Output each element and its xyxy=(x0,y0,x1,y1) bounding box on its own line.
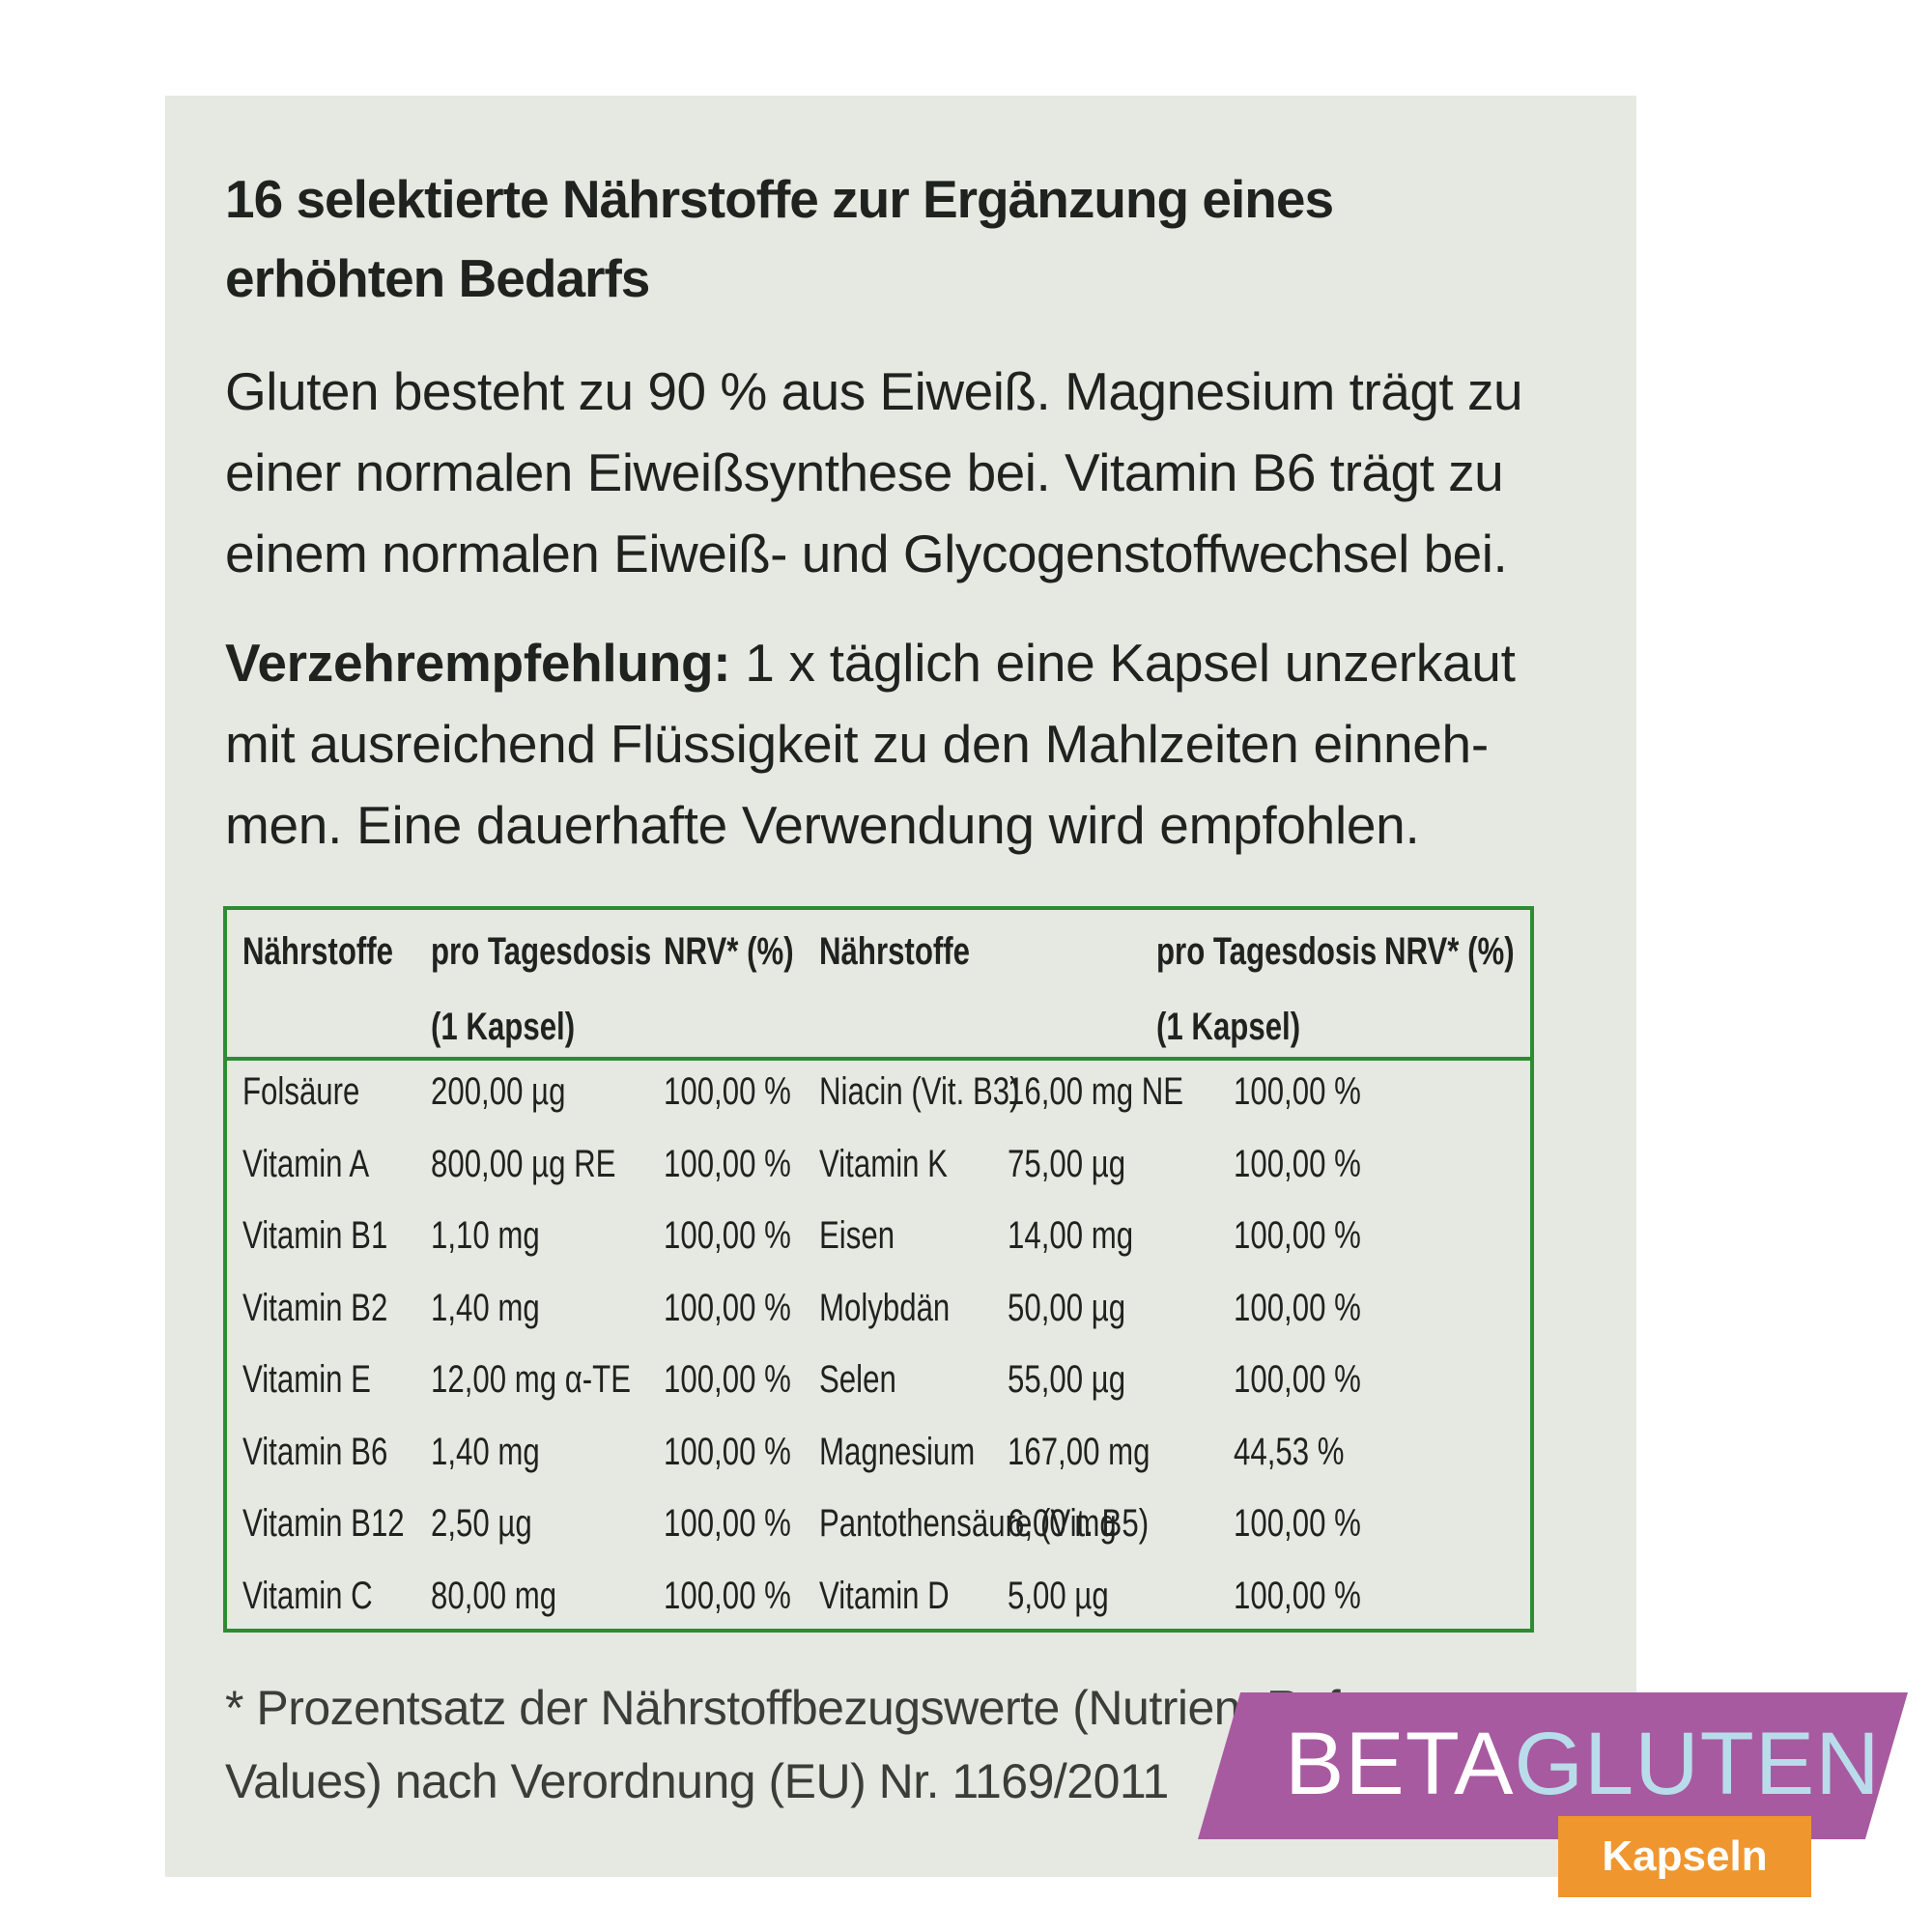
dose-line-2: mit ausreichend Flüssigkeit zu den Mahlz… xyxy=(225,714,1489,774)
dose-line-1: Verzehrempfehlung: 1 x täglich eine Kaps… xyxy=(225,622,1587,703)
nutrient-dose: 800,00 µg RE xyxy=(431,1142,616,1185)
nutrient-name: Vitamin B1 xyxy=(242,1214,388,1257)
nutrient-nrv: 100,00 % xyxy=(664,1358,791,1401)
nutrient-name: Vitamin E xyxy=(242,1358,371,1401)
heading: 16 selektierte Nährstoffe zur Ergänzung … xyxy=(225,159,1548,318)
brand-beta: BETA xyxy=(1285,1715,1515,1813)
footnote-line-2: Values) nach Verordnung (EU) Nr. 1169/20… xyxy=(225,1754,1169,1808)
nutrient-nrv: 100,00 % xyxy=(664,1430,791,1473)
nutrient-dose: 5,00 µg xyxy=(1008,1574,1109,1617)
dose-line-3: men. Eine dauerhafte Verwendung wird emp… xyxy=(225,795,1420,855)
header-dose-left: pro Tagesdosis (1 Kapsel) xyxy=(431,930,652,1048)
header-nrv-left: NRV* (%) xyxy=(664,930,794,973)
product-type-badge: Kapseln xyxy=(1558,1816,1811,1897)
nutrient-nrv: 44,53 % xyxy=(1234,1430,1345,1473)
nutrient-dose: 14,00 mg xyxy=(1008,1214,1134,1257)
nutrient-nrv: 100,00 % xyxy=(1234,1358,1361,1401)
nutrient-dose: 1,40 mg xyxy=(431,1430,540,1473)
nutrient-name: Vitamin A xyxy=(242,1142,370,1185)
brand-band xyxy=(1198,1692,1908,1839)
nutrient-name: Vitamin K xyxy=(819,1142,948,1185)
brand-gluten: GLUTEN xyxy=(1514,1715,1881,1813)
nutrient-nrv: 100,00 % xyxy=(664,1214,791,1257)
nutrient-dose: 6,00 mg xyxy=(1008,1502,1117,1545)
nutrient-dose: 200,00 µg xyxy=(431,1070,566,1113)
nutrient-nrv: 100,00 % xyxy=(664,1070,791,1113)
nutrient-table: Nährstoffe pro Tagesdosis (1 Kapsel) NRV… xyxy=(223,906,1534,1633)
nutrient-dose: 12,00 mg α-TE xyxy=(431,1358,632,1401)
header-nutrient-left: Nährstoffe xyxy=(242,930,394,973)
nutrient-name: Selen xyxy=(819,1358,896,1401)
nutrient-name: Magnesium xyxy=(819,1430,976,1473)
dose-label: Verzehrempfehlung: xyxy=(225,633,731,693)
intro-line-3: einem normalen Eiweiß- und Glycogenstoff… xyxy=(225,524,1508,583)
nutrient-nrv: 100,00 % xyxy=(1234,1286,1361,1329)
intro-text: Gluten besteht zu 90 % aus Eiweiß. Magne… xyxy=(225,351,1587,594)
nutrient-name: Pantothensäure (Vit. B5) xyxy=(819,1502,1150,1545)
nutrient-dose: 16,00 mg NE xyxy=(1008,1070,1184,1113)
nutrient-name: Niacin (Vit. B3) xyxy=(819,1070,1020,1113)
nutrient-dose: 1,40 mg xyxy=(431,1286,540,1329)
nutrient-dose: 2,50 µg xyxy=(431,1502,532,1545)
dose-line-1-rest: 1 x täglich eine Kapsel unzerkaut xyxy=(730,633,1516,693)
nutrient-nrv: 100,00 % xyxy=(1234,1070,1361,1113)
nutrient-table-header: Nährstoffe pro Tagesdosis (1 Kapsel) NRV… xyxy=(227,910,1530,1061)
nutrient-nrv: 100,00 % xyxy=(1234,1214,1361,1257)
header-nutrient-right: Nährstoffe xyxy=(819,930,971,973)
brand-logo: BETAGLUTEN xyxy=(1285,1706,1881,1822)
nutrient-name: Vitamin C xyxy=(242,1574,373,1617)
intro-line-2: einer normalen Eiweißsynthese bei. Vitam… xyxy=(225,442,1504,502)
nutrient-dose: 80,00 mg xyxy=(431,1574,557,1617)
nutrient-name: Vitamin B12 xyxy=(242,1502,405,1545)
nutrient-nrv: 100,00 % xyxy=(664,1574,791,1617)
nutrient-name: Molybdän xyxy=(819,1286,951,1329)
nutrient-nrv: 100,00 % xyxy=(1234,1574,1361,1617)
nutrient-nrv: 100,00 % xyxy=(664,1286,791,1329)
nutrient-dose: 75,00 µg xyxy=(1008,1142,1126,1185)
intro-line-1: Gluten besteht zu 90 % aus Eiweiß. Magne… xyxy=(225,361,1523,421)
nutrient-dose: 50,00 µg xyxy=(1008,1286,1126,1329)
dosage-recommendation: Verzehrempfehlung: 1 x täglich eine Kaps… xyxy=(225,622,1587,866)
heading-line-1: 16 selektierte Nährstoffe zur Ergänzung … xyxy=(225,169,1334,229)
nutrient-nrv: 100,00 % xyxy=(1234,1502,1361,1545)
nutrient-dose: 1,10 mg xyxy=(431,1214,540,1257)
header-dose-right: pro Tagesdosis (1 Kapsel) xyxy=(1156,930,1378,1048)
nutrient-nrv: 100,00 % xyxy=(664,1502,791,1545)
nutrient-nrv: 100,00 % xyxy=(1234,1142,1361,1185)
label-panel xyxy=(165,96,1636,1877)
heading-line-2: erhöhten Bedarfs xyxy=(225,248,650,308)
nutrient-name: Vitamin D xyxy=(819,1574,950,1617)
nutrient-name: Vitamin B2 xyxy=(242,1286,388,1329)
nutrient-name: Eisen xyxy=(819,1214,895,1257)
header-nrv-right: NRV* (%) xyxy=(1384,930,1515,973)
nutrient-dose: 167,00 mg xyxy=(1008,1430,1151,1473)
nutrient-name: Folsäure xyxy=(242,1070,360,1113)
nutrient-name: Vitamin B6 xyxy=(242,1430,388,1473)
nutrient-dose: 55,00 µg xyxy=(1008,1358,1126,1401)
nutrient-nrv: 100,00 % xyxy=(664,1142,791,1185)
